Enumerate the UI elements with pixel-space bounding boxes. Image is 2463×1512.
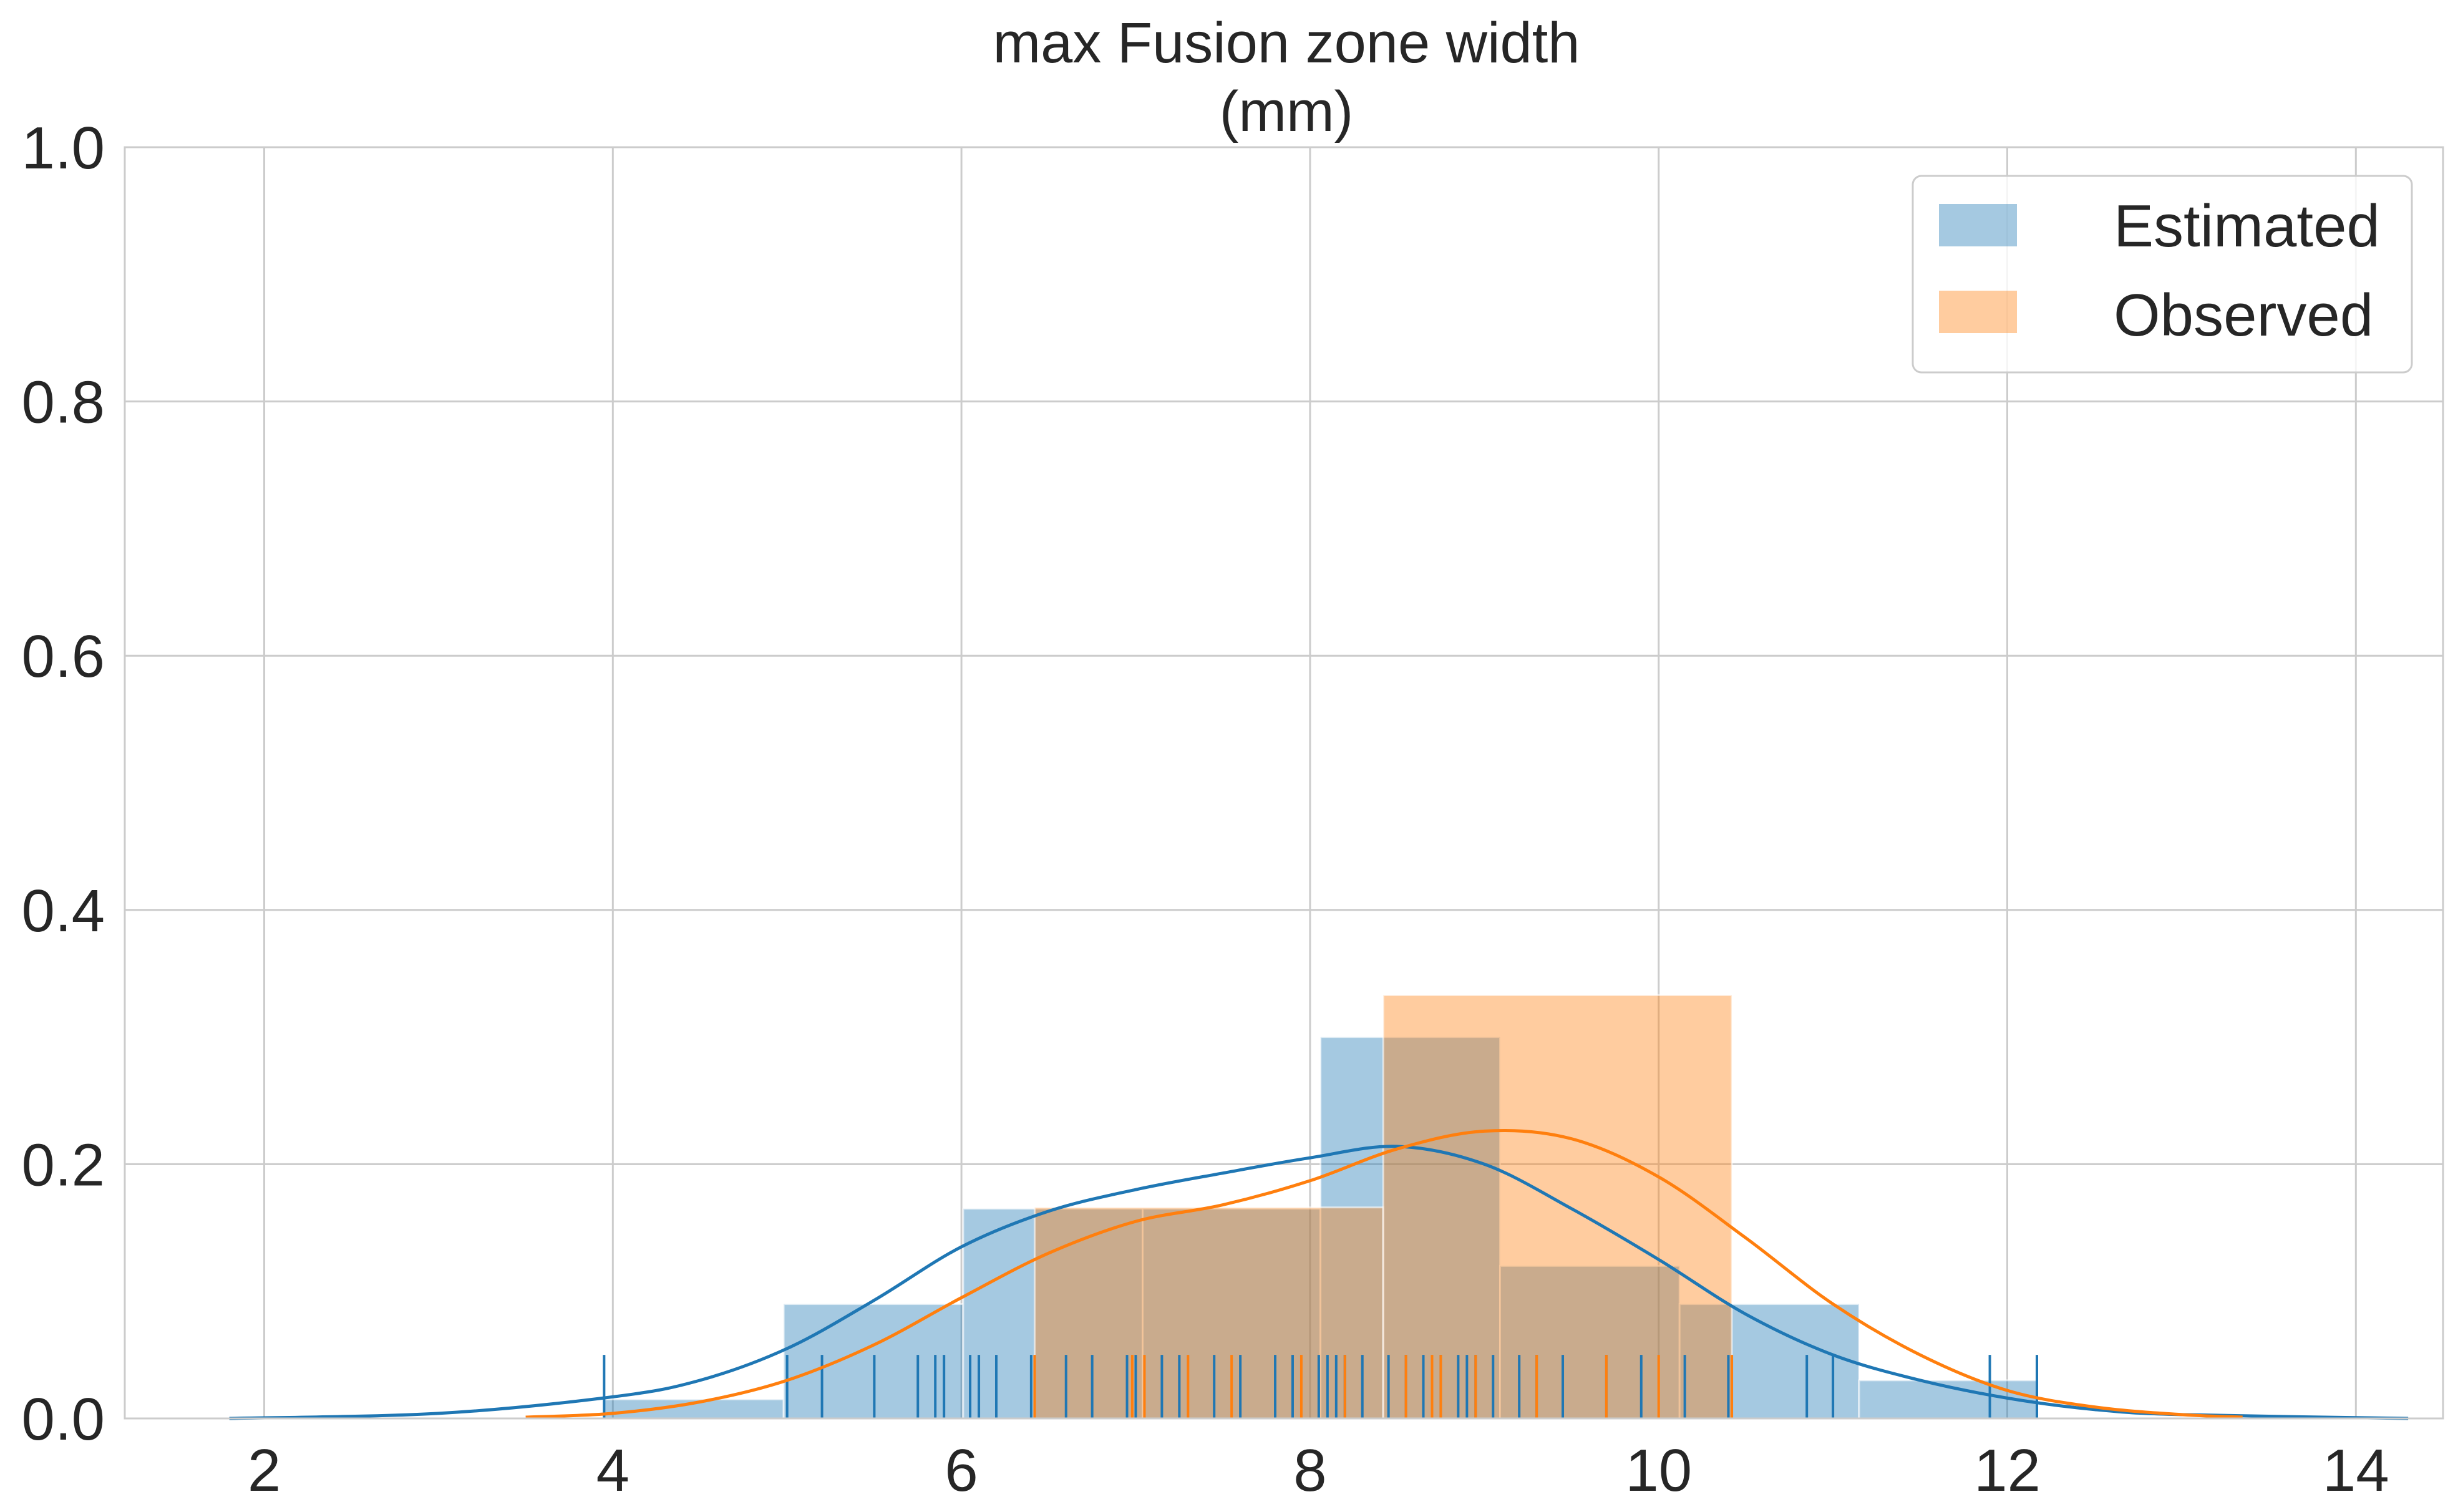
plot-frame <box>124 146 2444 1420</box>
y-tick-label: 0.0 <box>22 1386 105 1453</box>
x-tick-label: 4 <box>596 1437 629 1504</box>
y-tick-label: 0.2 <box>22 1132 105 1198</box>
histogram-bar-estimated <box>1499 1264 1681 1420</box>
kde-line-observed <box>525 1128 2243 1419</box>
y-tick-label: 0.8 <box>22 369 105 436</box>
chart-title-line-2: (mm) <box>1220 80 1354 143</box>
legend-swatch-estimated <box>1939 204 2017 246</box>
x-tick-label: 8 <box>1293 1437 1326 1504</box>
legend-swatch-observed <box>1939 291 2017 333</box>
chart-title: max Fusion zone width (mm) <box>993 11 1580 143</box>
y-tick-label: 0.6 <box>22 623 105 690</box>
legend-label-estimated: Estimated <box>2114 193 2380 259</box>
x-tick-label: 2 <box>248 1437 281 1504</box>
kde-line-estimated <box>229 1145 2409 1420</box>
chart-title-line-1: max Fusion zone width <box>993 11 1580 75</box>
legend: Estimated Observed <box>1912 175 2413 374</box>
histogram-bars <box>603 994 2038 1420</box>
x-tick-label: 14 <box>2323 1437 2389 1504</box>
x-tick-label: 10 <box>1625 1437 1692 1504</box>
y-tick-label: 1.0 <box>22 115 105 182</box>
histogram-bar-estimated <box>1319 1036 1501 1420</box>
histogram-bar-estimated <box>1678 1303 1860 1420</box>
legend-label-observed: Observed <box>2114 282 2373 349</box>
y-tick-label: 0.4 <box>22 878 105 944</box>
kde-curves <box>229 1128 2409 1420</box>
x-tick-label: 12 <box>1974 1437 2041 1504</box>
legend-frame <box>1912 175 2413 374</box>
x-tick-label: 6 <box>945 1437 978 1504</box>
histogram-bar-observed <box>1382 994 1733 1420</box>
y-axis-ticks: 0.0 0.2 0.4 0.6 0.8 1.0 <box>22 115 105 1453</box>
x-axis-ticks: 2 4 6 8 10 12 14 <box>248 1437 2389 1504</box>
histogram-bar-estimated <box>962 1208 1144 1420</box>
rug-marks <box>603 1355 2039 1418</box>
